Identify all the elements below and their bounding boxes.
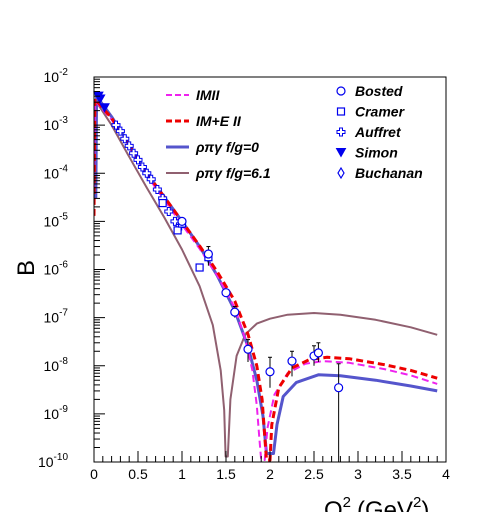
x-axis-title-var-sup: 2 — [343, 494, 351, 511]
data-point-bosted — [334, 383, 344, 393]
y-tick-exponent: -6 — [59, 260, 68, 271]
y-tick-label: 10-4 — [44, 163, 69, 181]
data-point-auffret — [146, 174, 156, 184]
data-point-auffret — [152, 184, 162, 194]
data-point-simon — [94, 94, 106, 104]
y-tick-label: 10-2 — [44, 67, 69, 85]
legend-marker-simon — [335, 148, 347, 158]
y-tick-label: 10-5 — [44, 211, 69, 229]
x-axis-title-var: Q — [324, 497, 343, 512]
x-tick-label: 0 — [90, 466, 98, 482]
series-line-rho61 — [94, 101, 438, 458]
y-tick-label: 10-7 — [44, 308, 69, 326]
data-point-simon — [99, 103, 110, 113]
legend-label-imii: IMII — [196, 87, 220, 103]
data-point-auffret — [137, 162, 147, 172]
legend-lines: IMII IM+E II ρπγ f/g=0 ρπγ f/g=6.1 — [166, 87, 271, 181]
y-tick-base: 10 — [44, 406, 60, 422]
legend-label-cramer: Cramer — [355, 104, 406, 120]
data-point-bosted — [313, 348, 323, 358]
x-tick-label: 2.5 — [304, 466, 324, 482]
y-tick-label: 10-3 — [44, 115, 69, 133]
x-axis-title-units-close: ) — [421, 497, 429, 512]
y-tick-base: 10 — [44, 165, 60, 181]
data-point-bosted — [287, 356, 297, 366]
y-tick-base: 10 — [44, 117, 60, 133]
data-point-auffret — [120, 134, 130, 144]
data-point-bosted — [230, 307, 240, 317]
data-point-auffret — [164, 207, 174, 217]
y-tick-exponent: -10 — [54, 452, 69, 463]
x-axis-title-units-open: (GeV — [357, 497, 413, 512]
x-tick-label: 1.5 — [216, 466, 236, 482]
legend-label-buchanan: Buchanan — [355, 165, 423, 181]
legend-marker-auffret — [336, 127, 346, 137]
y-tick-label: 10-10 — [38, 452, 68, 470]
x-tick-label: 3 — [354, 466, 362, 482]
data-point-auffret — [115, 126, 125, 136]
x-tick-label: 3.5 — [392, 466, 412, 482]
data-point-bosted — [203, 249, 213, 259]
x-tick-label: 2 — [266, 466, 274, 482]
legend-marker-buchanan — [337, 166, 345, 180]
legend-label-rho0: ρπγ f/g=0 — [195, 139, 259, 155]
legend-markers: Bosted Cramer Auffret Simon Buchanan — [335, 83, 423, 181]
data-point-auffret — [142, 168, 152, 178]
data-point-bosted — [265, 367, 275, 377]
x-axis-title-units-sup: 2 — [413, 494, 421, 511]
legend-label-imeii: IM+E II — [196, 113, 242, 129]
y-tick-label: 10-8 — [44, 356, 69, 374]
x-tick-label: 0.5 — [128, 466, 148, 482]
y-tick-base: 10 — [38, 454, 54, 470]
y-tick-label: 10-6 — [44, 260, 69, 278]
y-tick-base: 10 — [44, 310, 60, 326]
data-point-auffret — [111, 120, 121, 130]
marker-layer — [93, 91, 344, 393]
y-tick-exponent: -9 — [59, 404, 68, 415]
legend-label-rho61: ρπγ f/g=6.1 — [195, 165, 271, 181]
data-point-cramer — [195, 263, 204, 272]
data-point-bosted — [221, 288, 231, 298]
data-point-bosted — [177, 216, 187, 226]
data-point-auffret — [124, 141, 134, 151]
data-point-bosted — [243, 344, 253, 354]
data-point-auffret — [129, 148, 139, 158]
data-point-cramer — [173, 226, 182, 235]
y-tick-exponent: -4 — [59, 163, 68, 174]
data-point-cramer — [158, 198, 167, 208]
legend-marker-cramer — [336, 107, 346, 116]
y-tick-base: 10 — [44, 262, 60, 278]
legend-label-bosted: Bosted — [355, 83, 403, 99]
y-tick-base: 10 — [44, 69, 60, 85]
series-line-imeii — [94, 97, 438, 462]
y-tick-exponent: -5 — [59, 211, 68, 222]
y-tick-exponent: -7 — [59, 308, 68, 319]
data-point-auffret — [133, 155, 143, 165]
legend-label-auffret: Auffret — [354, 124, 402, 140]
y-tick-exponent: -2 — [59, 67, 68, 78]
y-tick-label: 10-9 — [44, 404, 69, 422]
x-axis-title: Q2 (GeV2) — [324, 494, 429, 512]
y-axis-title: B — [13, 260, 40, 276]
legend-marker-bosted — [336, 86, 346, 96]
x-tick-label: 4 — [442, 466, 450, 482]
y-tick-base: 10 — [44, 358, 60, 374]
x-axis: 0 0.5 1 1.5 2 2.5 3 3.5 4 — [90, 451, 450, 482]
y-tick-exponent: -8 — [59, 356, 68, 367]
x-tick-label: 1 — [178, 466, 186, 482]
y-tick-exponent: -3 — [59, 115, 68, 126]
y-tick-base: 10 — [44, 213, 60, 229]
legend-label-simon: Simon — [355, 145, 398, 161]
